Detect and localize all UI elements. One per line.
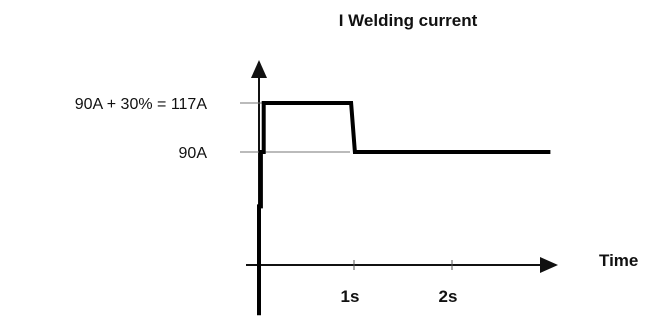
x-axis-label: Time xyxy=(599,251,638,270)
welding-current-line xyxy=(257,101,551,316)
y-tick-label-117A: 90A + 30% = 117A xyxy=(75,96,208,113)
y-tick-label-90A: 90A xyxy=(179,145,208,162)
x-tick-label-1s: 1s xyxy=(341,287,360,306)
x-tick-label-2s: 2s xyxy=(439,287,458,306)
chart-title: I Welding current xyxy=(339,11,478,30)
